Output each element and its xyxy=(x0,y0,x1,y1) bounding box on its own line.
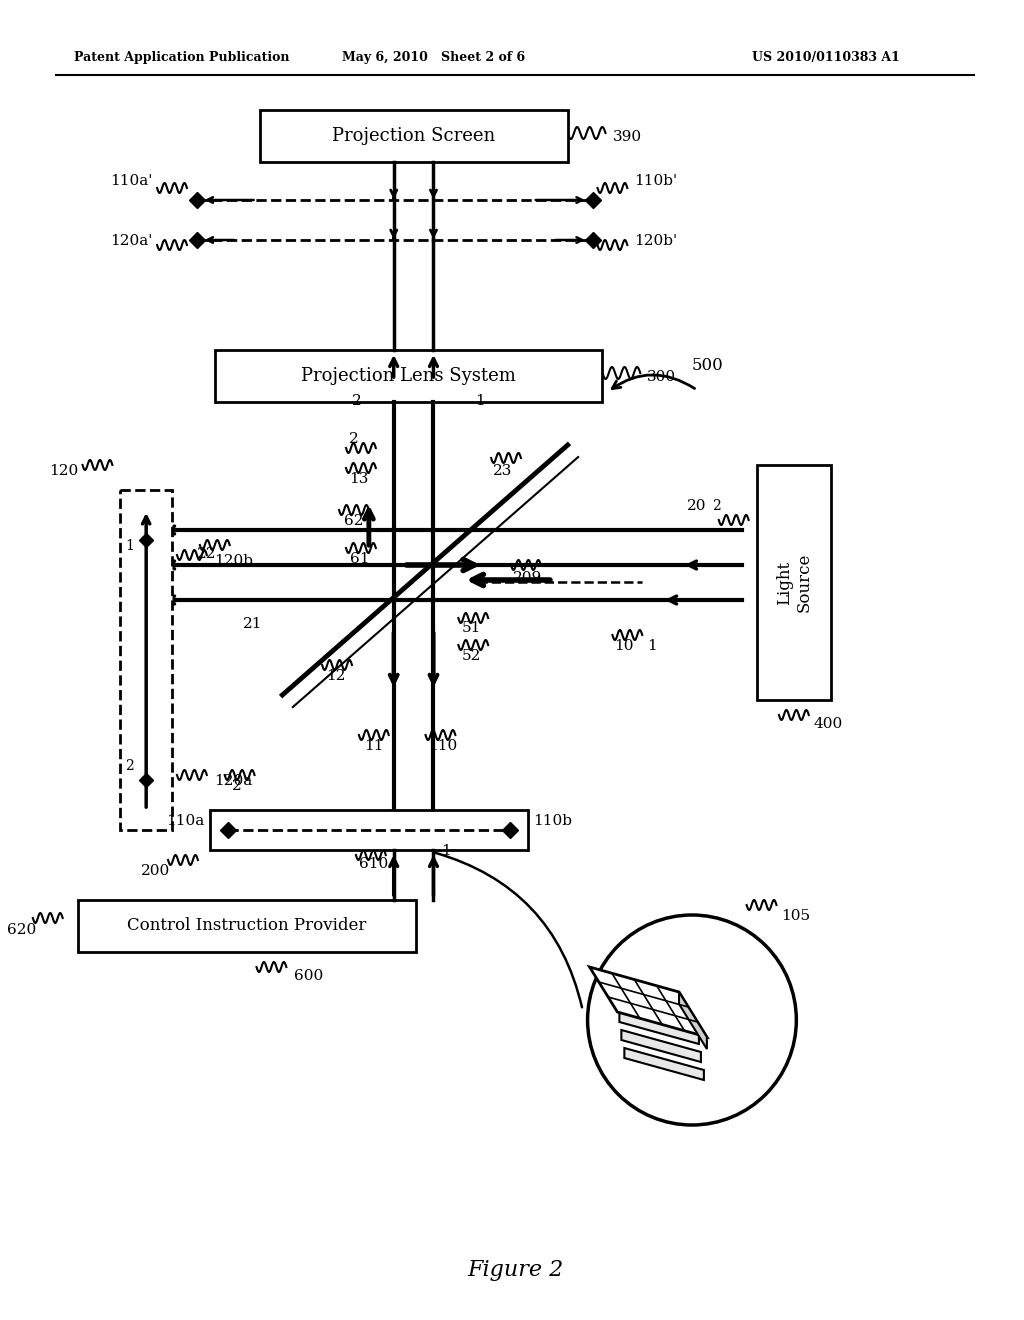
Text: 110b': 110b' xyxy=(634,174,678,187)
Text: 209: 209 xyxy=(513,572,543,585)
Text: 105: 105 xyxy=(781,909,811,923)
Text: 23: 23 xyxy=(494,465,512,478)
Text: 10: 10 xyxy=(614,639,634,653)
Text: May 6, 2010   Sheet 2 of 6: May 6, 2010 Sheet 2 of 6 xyxy=(342,51,525,65)
Bar xyxy=(757,465,831,700)
Text: Control Instruction Provider: Control Instruction Provider xyxy=(127,917,367,935)
Bar xyxy=(215,350,602,403)
Text: 1: 1 xyxy=(125,539,134,553)
Text: 110a': 110a' xyxy=(110,174,153,187)
Bar xyxy=(121,490,172,830)
Text: 52: 52 xyxy=(462,649,480,663)
Text: 600: 600 xyxy=(294,969,324,983)
Text: 1: 1 xyxy=(441,843,452,858)
Bar xyxy=(259,110,567,162)
Text: 500: 500 xyxy=(692,356,724,374)
Text: 21: 21 xyxy=(243,616,262,631)
Text: 1: 1 xyxy=(475,393,485,408)
Text: Light
Source: Light Source xyxy=(775,553,812,612)
Text: 110: 110 xyxy=(428,739,458,752)
Text: 2: 2 xyxy=(352,393,361,408)
Text: 110a: 110a xyxy=(167,814,205,828)
Text: 300: 300 xyxy=(647,370,676,384)
Text: 110b: 110b xyxy=(532,814,571,828)
Polygon shape xyxy=(620,1012,699,1044)
Text: 11: 11 xyxy=(364,739,383,752)
Text: 12: 12 xyxy=(326,669,346,682)
Text: 20: 20 xyxy=(687,499,707,513)
Text: Projection Screen: Projection Screen xyxy=(332,127,496,145)
Polygon shape xyxy=(622,1030,700,1063)
Text: 120a: 120a xyxy=(214,774,252,788)
Text: US 2010/0110383 A1: US 2010/0110383 A1 xyxy=(752,51,899,65)
Text: 2: 2 xyxy=(125,759,134,774)
Text: Projection Lens System: Projection Lens System xyxy=(301,367,516,385)
Polygon shape xyxy=(625,1048,703,1080)
Text: 22: 22 xyxy=(197,546,216,561)
Polygon shape xyxy=(679,993,707,1049)
Text: 390: 390 xyxy=(612,129,642,144)
Text: Figure 2: Figure 2 xyxy=(467,1259,563,1280)
Text: 620: 620 xyxy=(6,923,36,937)
Text: 610: 610 xyxy=(359,857,388,871)
Text: 120b: 120b xyxy=(214,554,253,568)
Text: 400: 400 xyxy=(814,717,843,731)
Text: 120b': 120b' xyxy=(634,234,678,248)
Polygon shape xyxy=(590,968,707,1038)
Text: 1: 1 xyxy=(647,639,657,653)
Text: 61: 61 xyxy=(350,552,370,566)
Text: 2: 2 xyxy=(231,779,242,793)
Text: 120: 120 xyxy=(49,465,79,478)
Bar xyxy=(78,900,416,952)
Text: 200: 200 xyxy=(140,865,170,878)
Text: Patent Application Publication: Patent Application Publication xyxy=(74,51,289,65)
Text: 2: 2 xyxy=(349,432,358,446)
Text: 2: 2 xyxy=(712,499,721,513)
Text: 51: 51 xyxy=(462,620,480,635)
Bar xyxy=(210,810,528,850)
Text: 13: 13 xyxy=(349,473,369,486)
Text: 120a': 120a' xyxy=(110,234,153,248)
Text: 62: 62 xyxy=(344,513,364,528)
